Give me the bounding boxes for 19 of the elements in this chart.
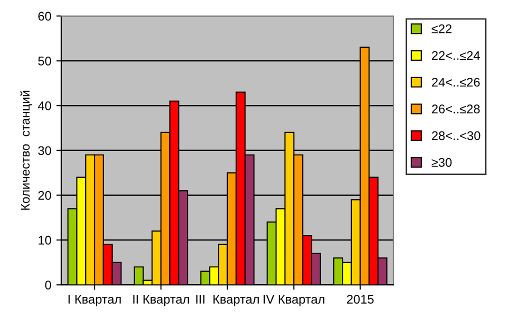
legend-label: 28<..<30 — [432, 131, 480, 140]
y-tick-label: 40 — [38, 101, 52, 110]
y-tick-label: 0 — [45, 280, 52, 290]
x-tick-label: II Квартал — [133, 294, 189, 306]
y-tick-label: 10 — [38, 236, 52, 245]
x-tick-label: IV Квартал — [264, 294, 324, 306]
x-tick-label: 2015 — [346, 294, 374, 304]
y-tick-label: 50 — [38, 56, 52, 66]
legend-label: 26<..≤28 — [432, 104, 480, 114]
x-tick-label: I Квартал — [68, 294, 121, 306]
legend-label: ≥30 — [432, 158, 452, 167]
y-tick-label: 30 — [38, 146, 52, 156]
y-tick-label: 60 — [38, 12, 52, 21]
y-axis-title: Количество станций — [20, 90, 32, 210]
legend-label: ≤22 — [432, 24, 452, 34]
legend-label: 24<..≤26 — [432, 78, 480, 87]
y-tick-label: 20 — [38, 191, 52, 200]
legend-label: 22<..≤24 — [432, 51, 480, 60]
x-tick-label: III Квартал — [196, 294, 259, 306]
